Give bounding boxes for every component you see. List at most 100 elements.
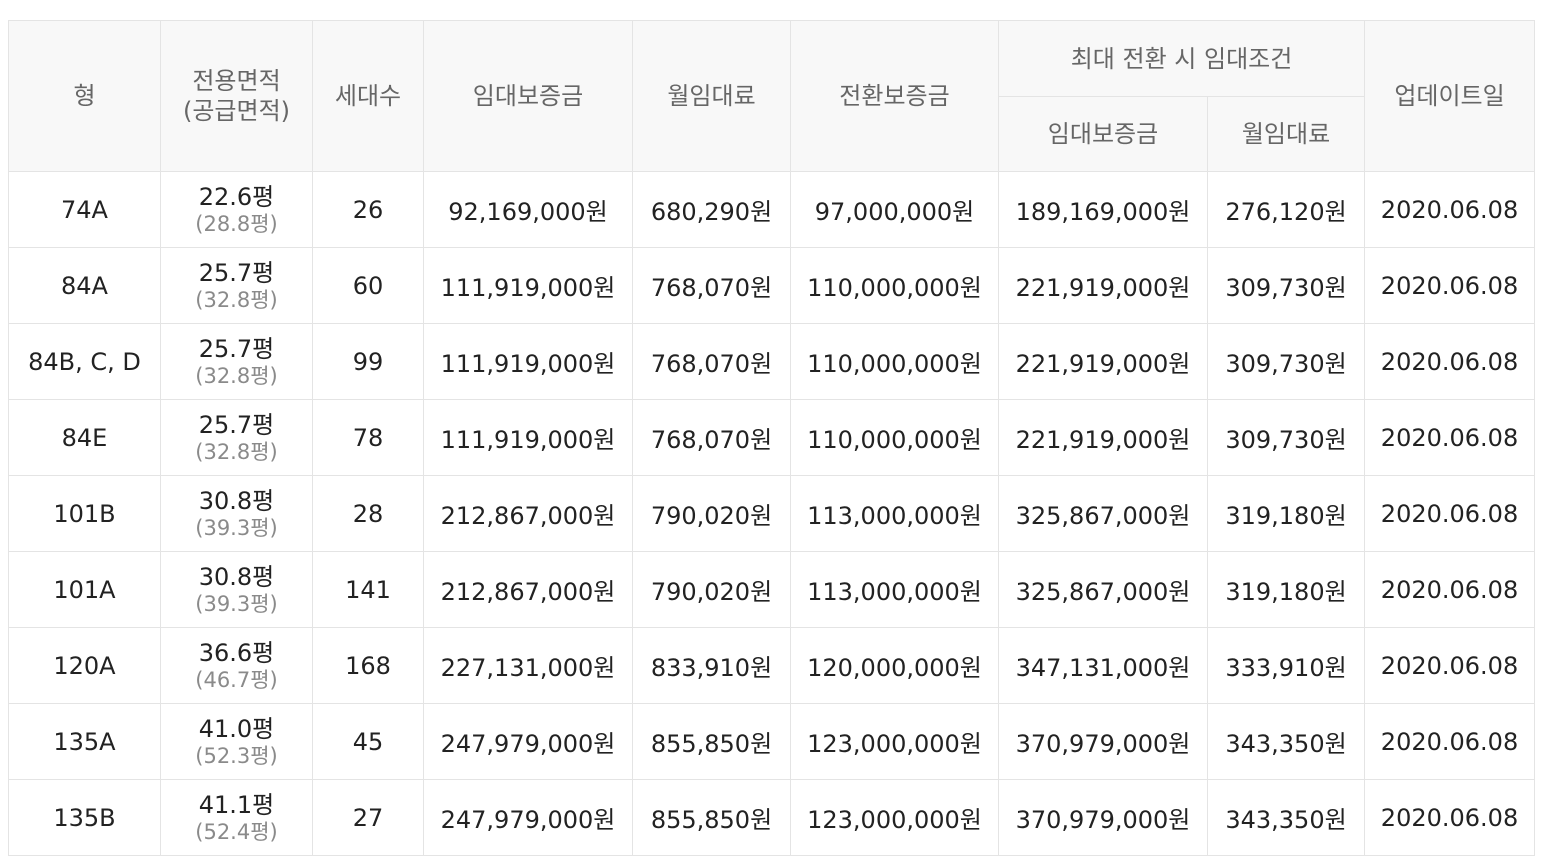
cell-updated: 2020.06.08 (1364, 399, 1536, 476)
cell-area: 30.8평 (39.3평) (160, 475, 313, 552)
cell-area-exclusive: 41.0평 (198, 714, 275, 743)
cell-deposit: 111,919,000원 (423, 247, 633, 324)
cell-rent: 833,910원 (632, 627, 791, 704)
cell-max-deposit: 189,169,000원 (998, 171, 1208, 248)
header-max-rent: 월임대료 (1206, 96, 1366, 172)
cell-area-exclusive: 25.7평 (198, 410, 275, 439)
cell-households: 99 (312, 323, 424, 400)
cell-area: 22.6평 (28.8평) (160, 171, 313, 248)
cell-conversion-deposit: 120,000,000원 (790, 627, 999, 704)
cell-updated: 2020.06.08 (1364, 475, 1536, 552)
cell-area-exclusive: 25.7평 (198, 334, 275, 363)
cell-rent: 768,070원 (632, 247, 791, 324)
table-row: 74A 22.6평 (28.8평) 26 92,169,000원 680,290원 97,0… (8, 171, 1536, 248)
header-max-conversion-group: 최대 전환 시 임대조건 (997, 20, 1366, 97)
cell-area: 41.1평 (52.4평) (160, 779, 313, 856)
cell-conversion-deposit: 123,000,000원 (790, 703, 999, 780)
cell-area: 41.0평 (52.3평) (160, 703, 313, 780)
cell-area-exclusive: 36.6평 (198, 638, 275, 667)
cell-max-deposit: 370,979,000원 (998, 703, 1208, 780)
cell-households: 168 (312, 627, 424, 704)
cell-area-supply: (46.7평) (195, 667, 278, 692)
cell-area-exclusive: 25.7평 (198, 258, 275, 287)
cell-area: 36.6평 (46.7평) (160, 627, 313, 704)
cell-max-rent: 309,730원 (1206, 323, 1366, 400)
table-body: 74A 22.6평 (28.8평) 26 92,169,000원 680,290원 97,0… (8, 171, 1536, 856)
cell-deposit: 212,867,000원 (423, 551, 633, 628)
table-row: 135B 41.1평 (52.4평) 27 247,979,000원 855,850원 12… (8, 779, 1536, 856)
cell-conversion-deposit: 110,000,000원 (790, 247, 999, 324)
cell-type: 84A (8, 247, 161, 324)
cell-deposit: 247,979,000원 (423, 779, 633, 856)
cell-deposit: 212,867,000원 (423, 475, 633, 552)
header-max-deposit: 임대보증금 (998, 96, 1208, 172)
cell-max-rent: 343,350원 (1206, 779, 1366, 856)
cell-updated: 2020.06.08 (1364, 779, 1536, 856)
cell-area-exclusive: 30.8평 (198, 562, 275, 591)
cell-households: 28 (312, 475, 424, 552)
rental-conditions-table-wrapper: 형 전용면적 (공급면적) 세대수 임대보증금 월임대료 전환보증금 최대 전환… (8, 20, 1536, 856)
cell-rent: 790,020원 (632, 551, 791, 628)
cell-max-deposit: 221,919,000원 (998, 399, 1208, 476)
table-row: 120A 36.6평 (46.7평) 168 227,131,000원 833,910원 1… (8, 627, 1536, 704)
cell-rent: 855,850원 (632, 703, 791, 780)
cell-area-exclusive: 41.1평 (198, 790, 275, 819)
cell-rent: 768,070원 (632, 323, 791, 400)
cell-rent: 790,020원 (632, 475, 791, 552)
cell-area-exclusive: 22.6평 (198, 182, 275, 211)
cell-area-supply: (32.8평) (195, 439, 278, 464)
cell-area-supply: (32.8평) (195, 287, 278, 312)
cell-type: 135A (8, 703, 161, 780)
cell-deposit: 111,919,000원 (423, 323, 633, 400)
header-deposit: 임대보증금 (423, 20, 633, 172)
cell-updated: 2020.06.08 (1364, 627, 1536, 704)
header-area-exclusive: 전용면적 (192, 67, 281, 95)
cell-max-deposit: 370,979,000원 (998, 779, 1208, 856)
cell-deposit: 111,919,000원 (423, 399, 633, 476)
cell-deposit: 227,131,000원 (423, 627, 633, 704)
cell-area: 25.7평 (32.8평) (160, 247, 313, 324)
cell-households: 141 (312, 551, 424, 628)
cell-households: 27 (312, 779, 424, 856)
cell-updated: 2020.06.08 (1364, 703, 1536, 780)
cell-max-rent: 309,730원 (1206, 247, 1366, 324)
cell-rent: 768,070원 (632, 399, 791, 476)
cell-type: 101B (8, 475, 161, 552)
cell-rent: 855,850원 (632, 779, 791, 856)
cell-type: 84B, C, D (8, 323, 161, 400)
cell-deposit: 92,169,000원 (423, 171, 633, 248)
cell-type: 74A (8, 171, 161, 248)
header-area: 전용면적 (공급면적) (160, 20, 313, 172)
cell-updated: 2020.06.08 (1364, 247, 1536, 324)
table-row: 84A 25.7평 (32.8평) 60 111,919,000원 768,070원 110… (8, 247, 1536, 324)
cell-conversion-deposit: 113,000,000원 (790, 475, 999, 552)
header-type: 형 (8, 20, 161, 172)
cell-conversion-deposit: 113,000,000원 (790, 551, 999, 628)
cell-type: 101A (8, 551, 161, 628)
cell-max-rent: 319,180원 (1206, 551, 1366, 628)
cell-max-deposit: 325,867,000원 (998, 475, 1208, 552)
cell-area-exclusive: 30.8평 (198, 486, 275, 515)
cell-max-rent: 276,120원 (1206, 171, 1366, 248)
rental-conditions-table: 형 전용면적 (공급면적) 세대수 임대보증금 월임대료 전환보증금 최대 전환… (8, 20, 1536, 856)
cell-area: 25.7평 (32.8평) (160, 323, 313, 400)
cell-deposit: 247,979,000원 (423, 703, 633, 780)
cell-conversion-deposit: 123,000,000원 (790, 779, 999, 856)
cell-updated: 2020.06.08 (1364, 323, 1536, 400)
table-row: 135A 41.0평 (52.3평) 45 247,979,000원 855,850원 12… (8, 703, 1536, 780)
cell-households: 60 (312, 247, 424, 324)
cell-max-rent: 309,730원 (1206, 399, 1366, 476)
cell-area-supply: (39.3평) (195, 515, 278, 540)
table-row: 101B 30.8평 (39.3평) 28 212,867,000원 790,020원 11… (8, 475, 1536, 552)
cell-max-rent: 343,350원 (1206, 703, 1366, 780)
cell-type: 135B (8, 779, 161, 856)
header-rent: 월임대료 (632, 20, 791, 172)
cell-area: 30.8평 (39.3평) (160, 551, 313, 628)
cell-max-deposit: 347,131,000원 (998, 627, 1208, 704)
cell-conversion-deposit: 110,000,000원 (790, 323, 999, 400)
cell-conversion-deposit: 110,000,000원 (790, 399, 999, 476)
table-header: 형 전용면적 (공급면적) 세대수 임대보증금 월임대료 전환보증금 최대 전환… (8, 20, 1536, 172)
header-conversion-deposit: 전환보증금 (790, 20, 999, 172)
cell-area-supply: (39.3평) (195, 591, 278, 616)
cell-max-deposit: 221,919,000원 (998, 323, 1208, 400)
